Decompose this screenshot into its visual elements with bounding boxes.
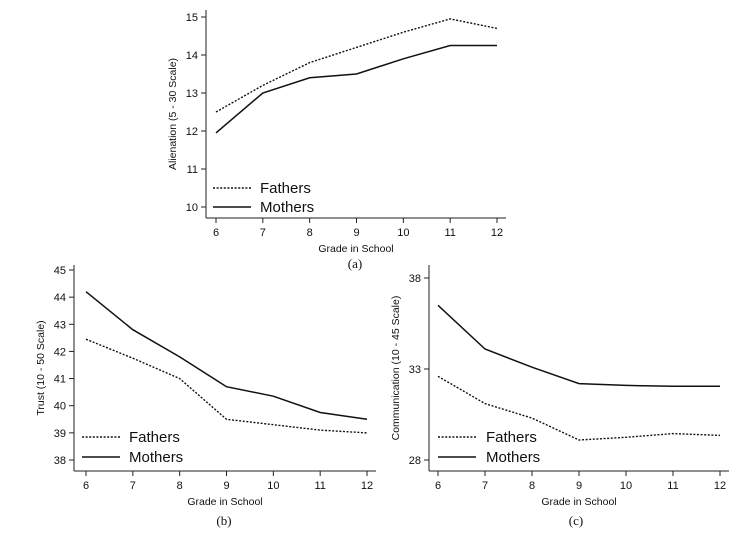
- chart-b-x-tick-label: 9: [223, 480, 229, 492]
- chart-a-x-tick-label: 9: [353, 227, 359, 239]
- chart-a-series-fathers: [215, 18, 498, 113]
- chart-b-y-tick-label: 42: [54, 346, 66, 358]
- chart-c-y-tick-label: 33: [409, 364, 421, 376]
- chart-b-legend-label-fathers: Fathers: [129, 429, 180, 446]
- chart-c-legend-label-mothers: Mothers: [486, 449, 540, 466]
- chart-c-x-tick-label: 8: [529, 480, 535, 492]
- chart-b-legend-label-mothers: Mothers: [129, 449, 183, 466]
- chart-a-y-tick-label: 14: [186, 50, 198, 62]
- chart-b-panel-label: (b): [216, 513, 231, 528]
- chart-b-x-tick-label: 6: [83, 480, 89, 492]
- chart-c-panel-label: (c): [569, 513, 583, 528]
- chart-b-x-tick-label: 7: [130, 480, 136, 492]
- chart-c-x-tick-label: 7: [482, 480, 488, 492]
- chart-c-x-tick-label: 10: [620, 480, 632, 492]
- chart-c-x-tick-label: 11: [667, 480, 678, 492]
- chart-b-x-tick-label: 12: [361, 480, 373, 492]
- chart-c-series-mothers: [437, 304, 720, 388]
- chart-b-y-tick-label: 40: [54, 401, 66, 413]
- chart-b-y-tick-label: 38: [54, 455, 66, 467]
- chart-b-y-tick-label: 43: [54, 319, 66, 331]
- chart-a-x-tick-label: 6: [213, 227, 219, 239]
- chart-a-y-tick-label: 13: [186, 88, 198, 100]
- chart-panel-b: 6 7 8 9 10 11 12 38 39 40 41 42 43 44 45 Grade in Schoo…: [35, 265, 376, 528]
- chart-b-x-tick-label: 8: [177, 480, 183, 492]
- chart-a-panel-label: (a): [348, 256, 362, 271]
- chart-c-x-tick-label: 9: [576, 480, 582, 492]
- chart-a-xlabel: Grade in School: [318, 243, 393, 255]
- chart-c-y-tick-label: 38: [409, 273, 421, 285]
- chart-a-x-tick-label: 7: [260, 227, 266, 239]
- chart-b-y-tick-label: 44: [54, 292, 66, 304]
- chart-a-y-tick-label: 10: [186, 202, 198, 214]
- chart-b-x-tick-label: 10: [267, 480, 279, 492]
- chart-panel-c: 6 7 8 9 10 11 12 28 33 38 Grade in School Communica…: [390, 265, 729, 528]
- chart-c-ylabel: Communication (10 - 45 Scale): [390, 296, 402, 441]
- chart-c-legend-label-fathers: Fathers: [486, 429, 537, 446]
- chart-b-series-fathers: [85, 338, 368, 434]
- chart-c-x-tick-label: 6: [435, 480, 441, 492]
- chart-b-xlabel: Grade in School: [187, 496, 262, 508]
- chart-a-y-tick-label: 11: [187, 164, 198, 176]
- chart-b-series-mothers: [85, 291, 368, 421]
- chart-a-ylabel: Alienation (5 - 30 Scale): [167, 58, 179, 170]
- chart-a-x-tick-label: 12: [491, 227, 503, 239]
- chart-c-y-tick-label: 28: [409, 455, 421, 467]
- chart-a-x-tick-label: 10: [397, 227, 409, 239]
- chart-a-legend-label-mothers: Mothers: [260, 199, 314, 216]
- chart-c-x-tick-label: 12: [714, 480, 726, 492]
- chart-a-x-tick-label: 8: [307, 227, 313, 239]
- chart-a-x-tick-label: 11: [444, 227, 455, 239]
- chart-b-ylabel: Trust (10 - 50 Scale): [35, 320, 47, 415]
- chart-c-xlabel: Grade in School: [541, 496, 616, 508]
- chart-a-y-tick-label: 15: [186, 12, 198, 24]
- chart-a-legend-label-fathers: Fathers: [260, 180, 311, 197]
- chart-panel-a: 6 7 8 9 10 11 12 10 11 12 13 14 15 Grade in School Ali…: [167, 10, 506, 271]
- chart-a-y-tick-label: 12: [186, 126, 198, 138]
- chart-c-series-fathers: [437, 375, 721, 441]
- chart-b-y-tick-label: 41: [54, 374, 66, 386]
- chart-b-y-tick-label: 39: [54, 428, 66, 440]
- chart-a-series-mothers: [215, 44, 497, 134]
- chart-b-x-tick-label: 11: [314, 480, 325, 492]
- chart-b-y-tick-label: 45: [54, 265, 66, 277]
